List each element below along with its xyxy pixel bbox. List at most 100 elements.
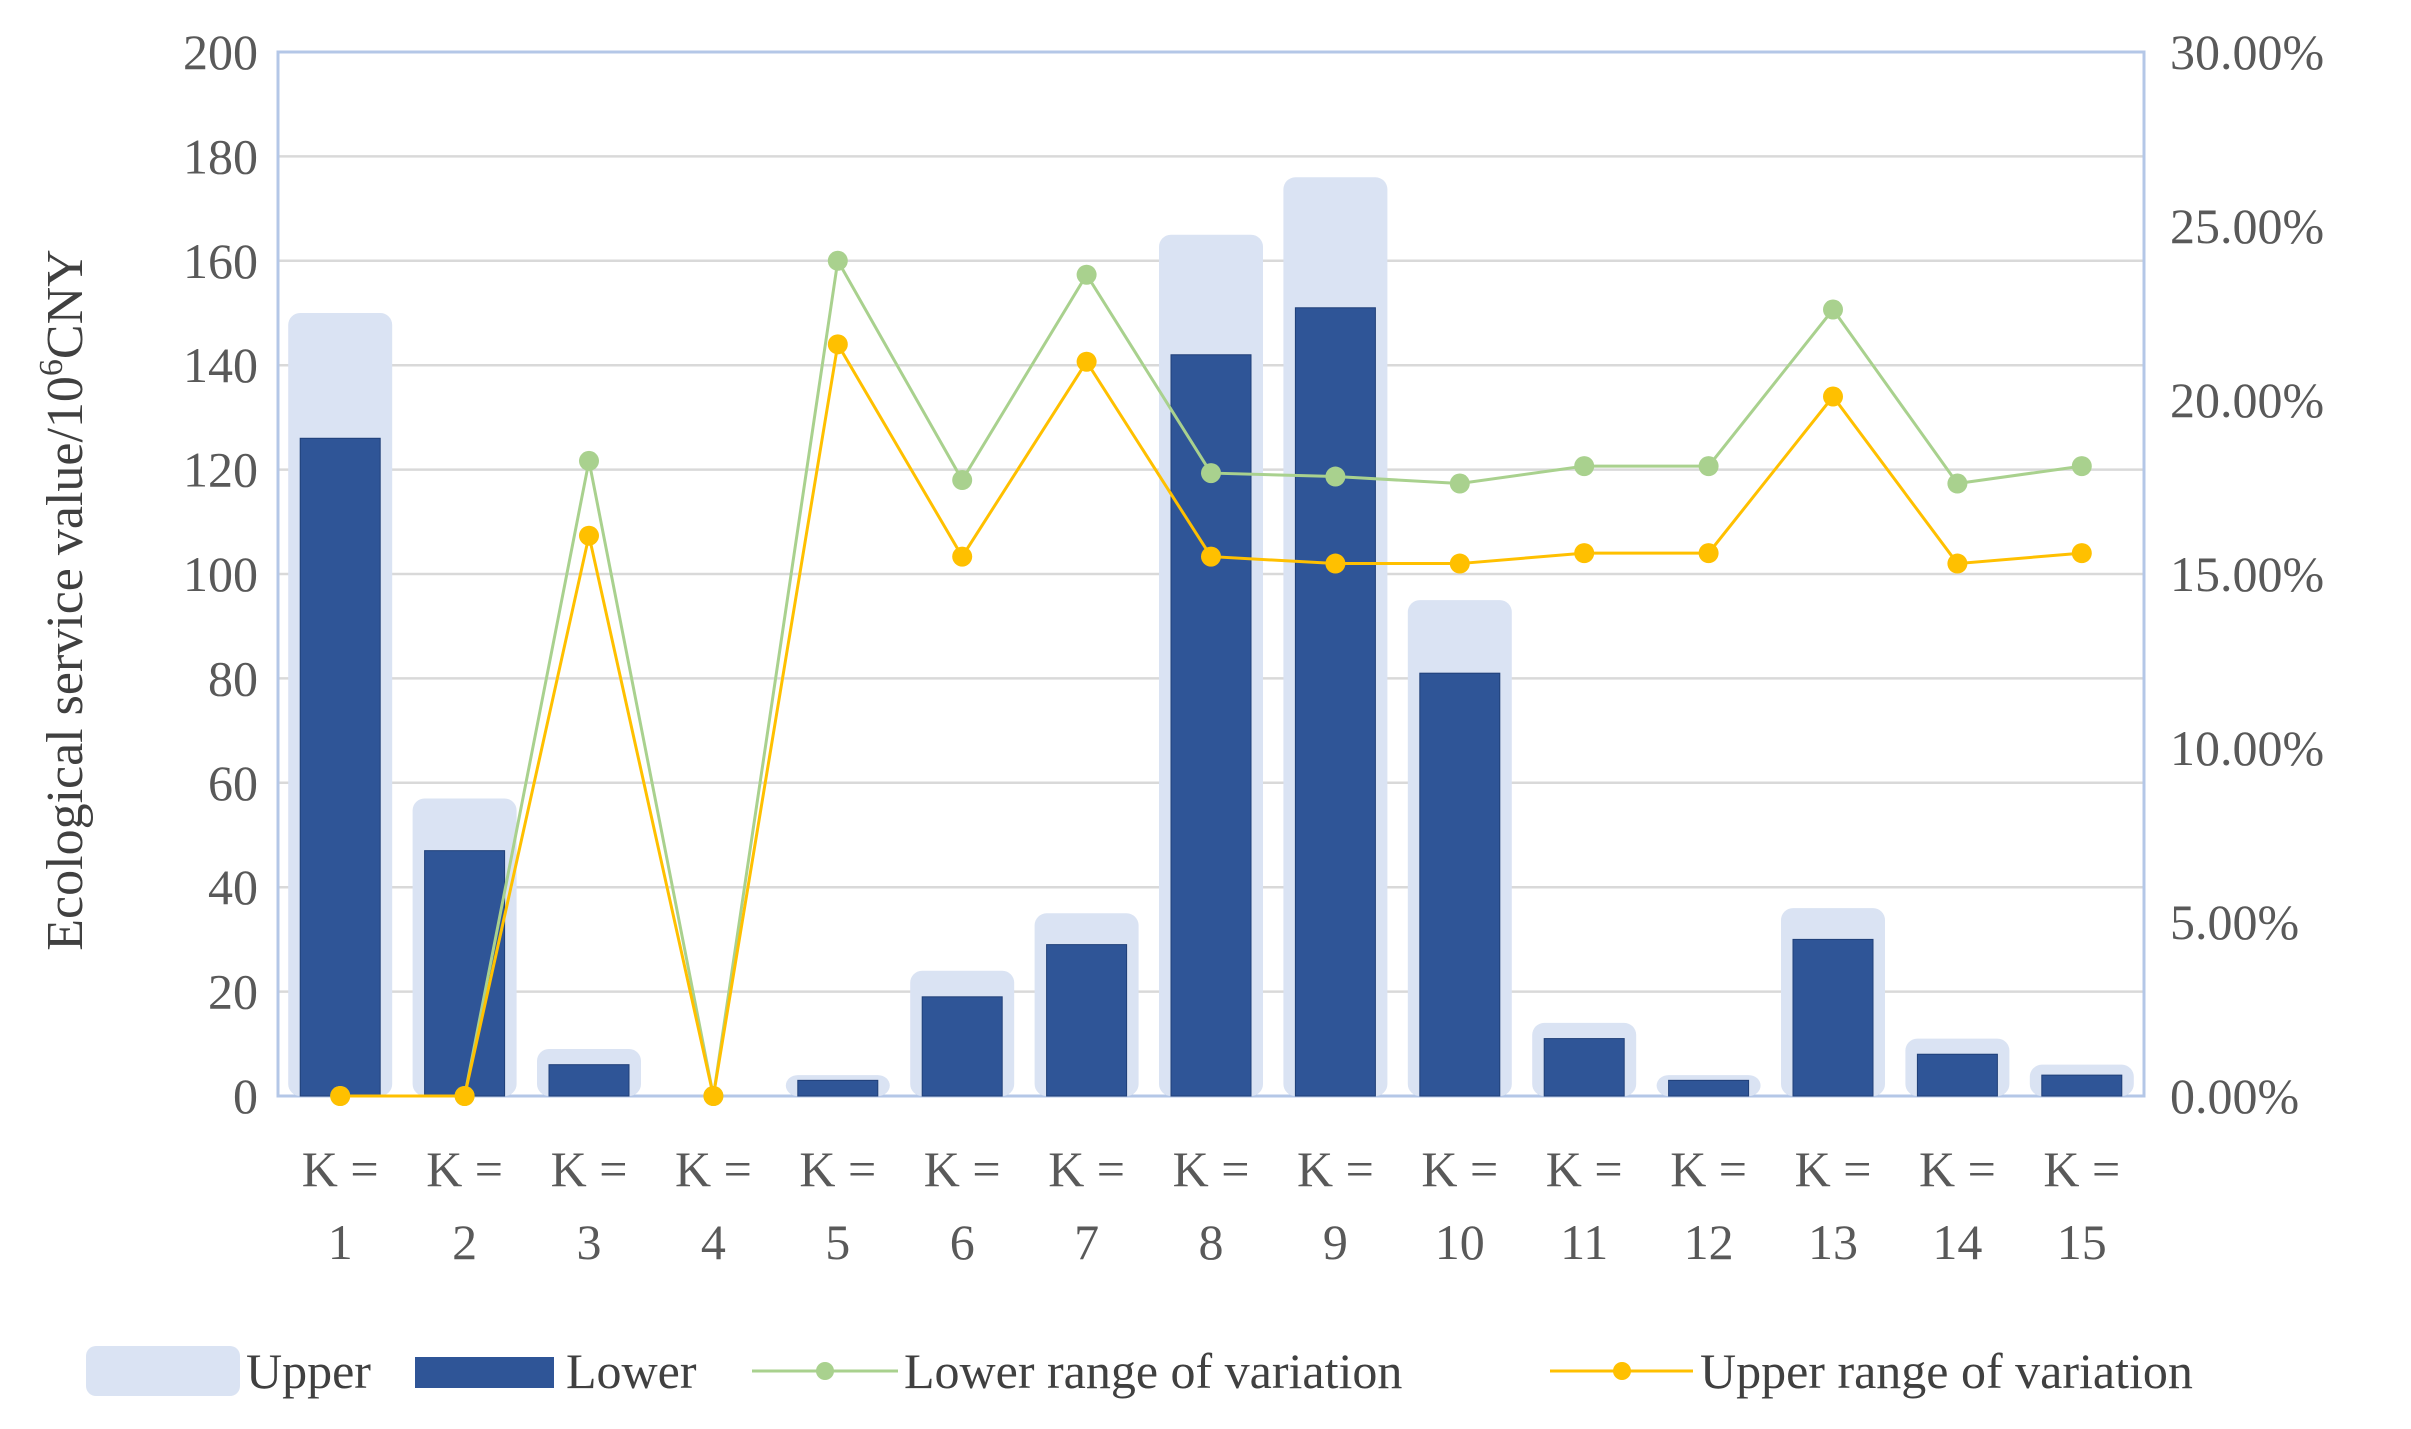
- y2-tick-label-5: 25.00%: [2170, 198, 2324, 254]
- x-tick-label-5-line1: K =: [799, 1141, 876, 1197]
- lower-range-point-7: [1076, 264, 1097, 285]
- upper-range-point-12: [1698, 543, 1719, 564]
- upper-range-point-13: [1823, 386, 1843, 407]
- y-axis-label: Ecological service value/106CNY: [33, 249, 94, 950]
- x-tick-label-10-line2: 10: [1435, 1214, 1485, 1270]
- x-tick-label-2-line2: 2: [452, 1214, 477, 1270]
- y-tick-label-0: 0: [233, 1068, 258, 1124]
- upper-range-point-3: [579, 525, 599, 546]
- x-tick-label-4-line2: 4: [701, 1214, 726, 1270]
- y-tick-label-100: 100: [183, 546, 258, 602]
- y-tick-label-140: 140: [183, 337, 258, 393]
- upper-range-point-10: [1449, 553, 1470, 574]
- x-tick-label-10-line1: K =: [1421, 1141, 1498, 1197]
- y2-tick-label-4: 20.00%: [2170, 372, 2324, 428]
- y-tick-label-40: 40: [208, 859, 258, 915]
- x-tick-label-6-line1: K =: [924, 1141, 1001, 1197]
- y2-tick-label-0: 0.00%: [2170, 1068, 2299, 1124]
- lower-bar-12: [1668, 1079, 1750, 1097]
- x-tick-label-6-line2: 6: [950, 1214, 975, 1270]
- upper-range-point-7: [1076, 351, 1097, 372]
- upper-range-point-6: [952, 546, 973, 567]
- upper-range-point-11: [1574, 543, 1595, 564]
- x-tick-label-13-line2: 13: [1808, 1214, 1858, 1270]
- upper-range-point-15: [2071, 543, 2092, 564]
- upper-range-point-4: [703, 1086, 724, 1106]
- x-tick-label-9-line1: K =: [1297, 1141, 1374, 1197]
- legend: Upper Lower Lower range of variation Upp…: [86, 1343, 2193, 1399]
- upper-range-point-1: [330, 1086, 351, 1106]
- x-tick-label-5-line2: 5: [825, 1214, 850, 1270]
- lower-bars: [299, 307, 2123, 1097]
- lower-bar-13: [1792, 938, 1874, 1097]
- lower-range-point-12: [1698, 456, 1719, 477]
- legend-marker-lower-range: [816, 1362, 834, 1380]
- y-tick-label-120: 120: [183, 442, 258, 498]
- legend-label-upper: Upper: [246, 1343, 371, 1399]
- x-axis-ticks: K = 1 K = 2 K = 3 K = 4 K = 5 K = 6 K = 7 K = 8 K = 9 K = 1…: [302, 1141, 2120, 1270]
- x-tick-label-13-line1: K =: [1795, 1141, 1872, 1197]
- legend-swatch-upper: [86, 1346, 240, 1396]
- x-tick-label-2-line1: K =: [426, 1141, 503, 1197]
- upper-range-point-9: [1325, 553, 1346, 574]
- lower-range-point-14: [1947, 473, 1968, 494]
- y2-axis-ticks: 0.00% 5.00% 10.00% 15.00% 20.00% 25.00% 30.00%: [2170, 24, 2324, 1124]
- x-tick-label-14-line1: K =: [1919, 1141, 1996, 1197]
- y2-tick-label-3: 15.00%: [2170, 546, 2324, 602]
- legend-marker-upper-range: [1613, 1362, 1631, 1380]
- x-tick-label-7-line2: 7: [1074, 1214, 1099, 1270]
- x-tick-label-11-line2: 11: [1560, 1214, 1608, 1270]
- legend-label-upper-range: Upper range of variation: [1700, 1343, 2193, 1399]
- lower-range-point-3: [579, 450, 599, 471]
- x-tick-label-11-line1: K =: [1546, 1141, 1623, 1197]
- y-tick-label-160: 160: [183, 233, 258, 289]
- legend-label-lower: Lower: [566, 1343, 697, 1399]
- lower-range-point-13: [1823, 299, 1843, 320]
- legend-label-lower-range: Lower range of variation: [904, 1343, 1402, 1399]
- y-tick-label-20: 20: [208, 964, 258, 1020]
- lower-bar-1: [299, 437, 381, 1097]
- lower-bar-6: [921, 996, 1003, 1097]
- x-tick-label-4-line1: K =: [675, 1141, 752, 1197]
- x-tick-label-15-line2: 15: [2057, 1214, 2107, 1270]
- x-tick-label-3-line1: K =: [551, 1141, 628, 1197]
- lower-range-point-10: [1449, 473, 1470, 494]
- y-tick-label-80: 80: [208, 650, 258, 706]
- x-tick-label-7-line1: K =: [1048, 1141, 1125, 1197]
- upper-range-point-2: [454, 1086, 475, 1106]
- lower-bar-3: [548, 1064, 630, 1097]
- y-tick-label-200: 200: [183, 24, 258, 80]
- upper-range-point-8: [1201, 546, 1221, 567]
- x-tick-label-1-line2: 1: [328, 1214, 353, 1270]
- upper-range-point-5: [827, 334, 848, 355]
- lower-bar-9: [1294, 307, 1376, 1097]
- lower-bar-15: [2041, 1074, 2123, 1097]
- y2-tick-label-1: 5.00%: [2170, 894, 2299, 950]
- x-tick-label-9-line2: 9: [1323, 1214, 1348, 1270]
- lower-range-point-15: [2071, 456, 2092, 477]
- lower-range-point-5: [827, 250, 848, 271]
- y-tick-label-60: 60: [208, 755, 258, 811]
- x-tick-label-8-line2: 8: [1199, 1214, 1224, 1270]
- x-tick-label-14-line2: 14: [1932, 1214, 1982, 1270]
- y2-tick-label-2: 10.00%: [2170, 720, 2324, 776]
- x-tick-label-12-line1: K =: [1670, 1141, 1747, 1197]
- lower-range-point-9: [1325, 466, 1346, 487]
- lower-range-point-8: [1201, 463, 1221, 484]
- y2-tick-label-6: 30.00%: [2170, 24, 2324, 80]
- y-axis-label-superscript: 6: [33, 359, 70, 376]
- x-tick-label-15-line1: K =: [2043, 1141, 2120, 1197]
- lower-bar-10: [1419, 672, 1501, 1097]
- lower-range-point-6: [952, 470, 973, 491]
- y-tick-label-180: 180: [183, 128, 258, 184]
- upper-range-point-14: [1947, 553, 1968, 574]
- upper-range-line: [330, 334, 2092, 1106]
- lower-bar-14: [1916, 1053, 1998, 1097]
- legend-swatch-lower: [415, 1357, 554, 1388]
- y-axis-label-unit: CNY: [37, 249, 94, 359]
- lower-bar-5: [797, 1079, 879, 1097]
- x-tick-label-8-line1: K =: [1173, 1141, 1250, 1197]
- x-tick-label-1-line1: K =: [302, 1141, 379, 1197]
- y-axis-ticks: 0 20 40 60 80 100 120 140 160 180 200: [183, 24, 258, 1124]
